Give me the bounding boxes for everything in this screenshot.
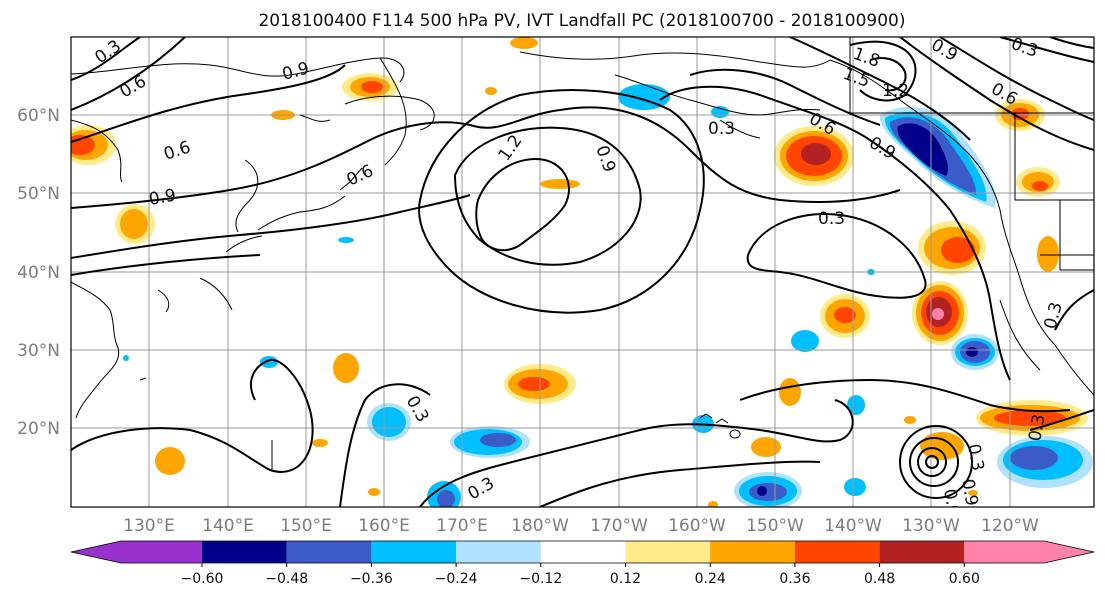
colorbar-tick-label: −0.60: [181, 571, 224, 587]
colorbar: −0.60 −0.48 −0.36 −0.24 −0.12 0.12 0.24 0.36 0.4…: [70, 540, 1095, 587]
colorbar-tick-label: 0.60: [949, 571, 980, 587]
contour-label: 0.3: [963, 442, 987, 472]
colorbar-segment: [794, 541, 880, 563]
colorbar-outline: [70, 540, 1095, 564]
contour-label: 0.3: [1025, 413, 1049, 443]
colorbar-tick-label: −0.48: [265, 571, 308, 587]
lon-label: 130°W: [902, 516, 960, 536]
map-panel: 0.3 0.6 0.9 0.6 0.6 0.9 1.2 0.9 0.3 0.6 …: [70, 36, 1095, 517]
colorbar-tick-label: 0.48: [864, 571, 895, 587]
ivt-contours: [71, 37, 1094, 507]
lon-label: 170°W: [590, 516, 648, 536]
contour-label: 0.3: [818, 209, 845, 229]
pv-anomaly-fill: [71, 37, 1093, 507]
lon-label: 180°W: [511, 516, 569, 536]
colorbar-segment: [710, 541, 795, 563]
colorbar-tick-label: 0.36: [779, 571, 810, 587]
lat-label: 50°N: [17, 184, 60, 204]
colorbar-tick-label: −0.36: [350, 571, 393, 587]
colorbar-segment: [202, 541, 287, 563]
colorbar-segment: [625, 541, 711, 563]
lat-label: 20°N: [17, 419, 60, 439]
pv-negative-anomalies: [123, 84, 1093, 507]
lat-label: 30°N: [17, 341, 60, 361]
contour-label: 0.6: [939, 487, 963, 517]
contour-label: 0.9: [147, 186, 177, 210]
map-frame: [70, 36, 1095, 508]
colorbar-segment: [540, 541, 626, 563]
lon-label: 140°W: [824, 516, 882, 536]
longitude-labels: 130°E 140°E 150°E 160°E 170°E 180°W 170°…: [123, 516, 1039, 536]
colorbar-tick-label: −0.12: [519, 571, 562, 587]
lon-label: 170°E: [436, 516, 488, 536]
contour-label: 0.9: [957, 477, 981, 507]
lon-label: 160°E: [358, 516, 410, 536]
colorbar-segment: [456, 541, 541, 563]
latitude-labels: 60°N 50°N 40°N 30°N 20°N: [17, 106, 60, 439]
lon-label: 120°W: [981, 516, 1039, 536]
colorbar-tick-label: 0.24: [695, 571, 726, 587]
colorbar-segment: [964, 541, 1094, 563]
colorbar-segment: [879, 541, 965, 563]
colorbar-segment: [371, 541, 457, 563]
colorbar-segment: [286, 541, 372, 563]
lat-label: 40°N: [17, 263, 60, 283]
colorbar-tick-label: −0.24: [435, 571, 478, 587]
lon-label: 140°E: [202, 516, 254, 536]
colorbar-segment: [71, 541, 202, 563]
contour-label: 1.2: [882, 81, 909, 101]
pv-positive-anomalies: [71, 37, 1088, 507]
lon-label: 150°W: [746, 516, 804, 536]
lon-label: 130°E: [123, 516, 175, 536]
contour-label: 0.3: [708, 119, 735, 139]
lon-label: 160°W: [668, 516, 726, 536]
map-title: 2018100400 F114 500 hPa PV, IVT Landfall…: [258, 11, 905, 31]
colorbar-tick-label: 0.12: [610, 571, 641, 587]
lat-label: 60°N: [17, 106, 60, 126]
lon-label: 150°E: [280, 516, 332, 536]
